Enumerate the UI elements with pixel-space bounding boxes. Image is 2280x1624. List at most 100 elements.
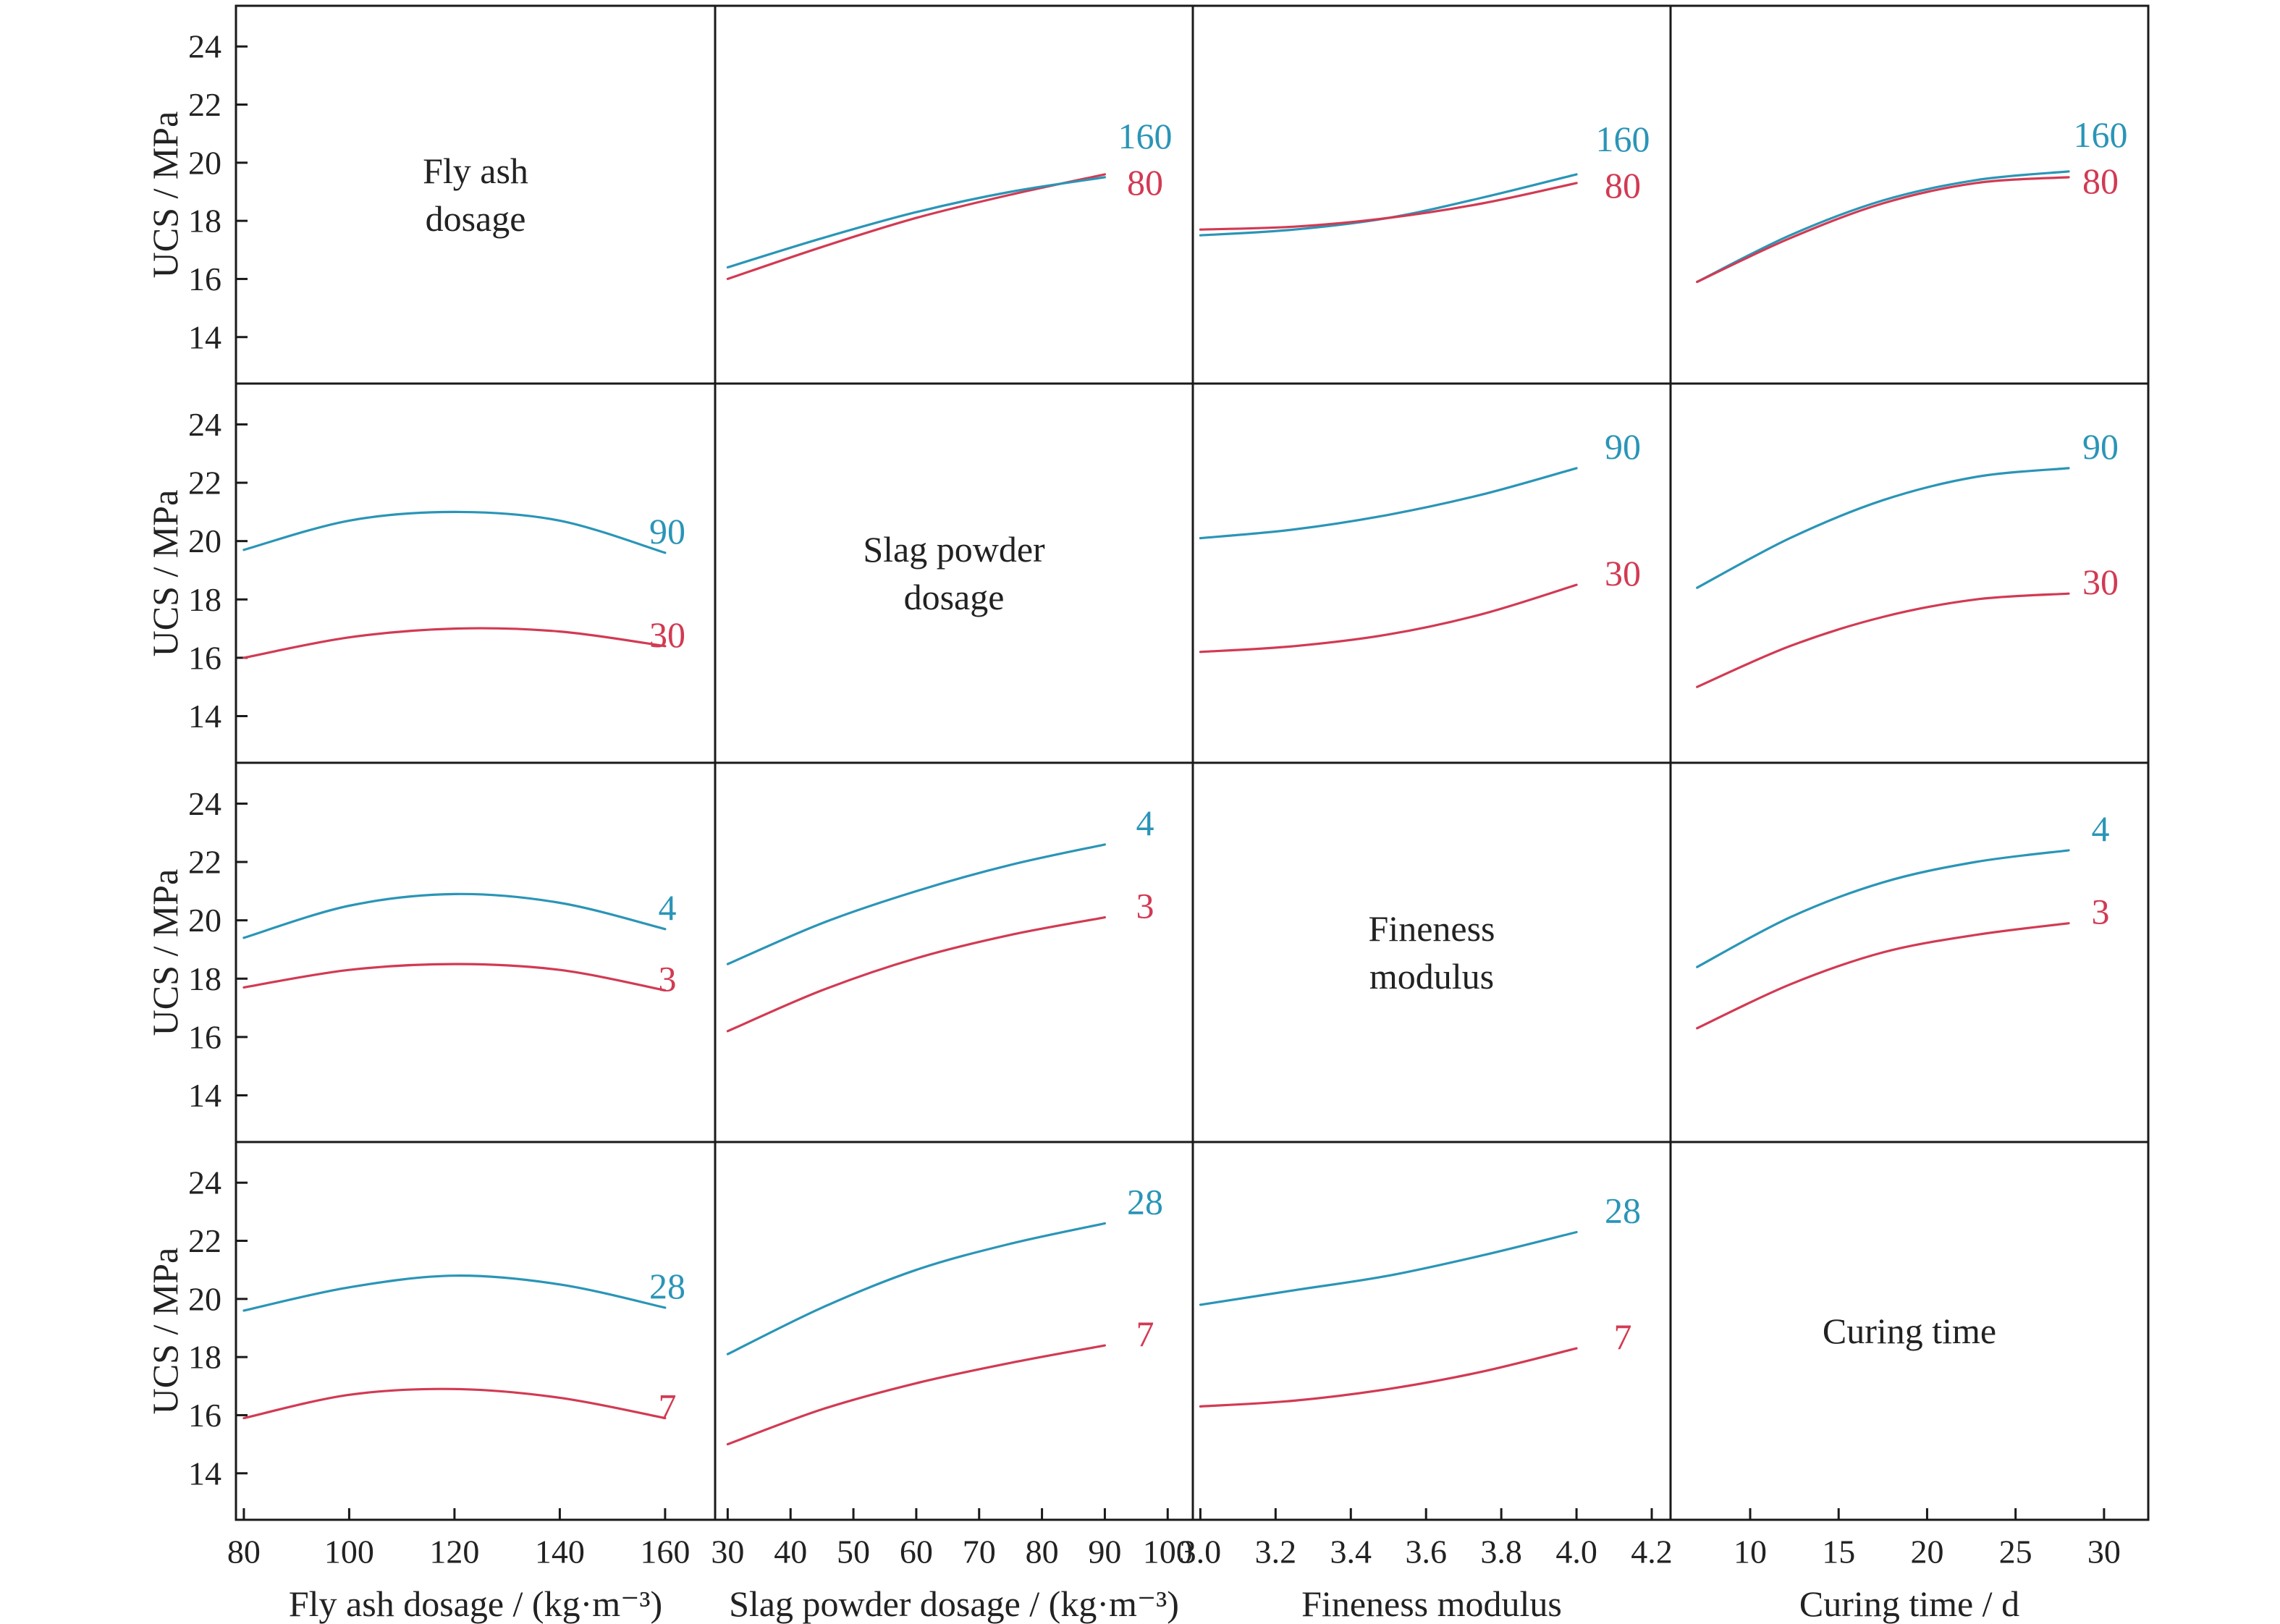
x-tick-label: 60 xyxy=(900,1534,933,1570)
series-line-30 xyxy=(1199,583,1578,654)
y-tick-label: 14 xyxy=(188,1077,221,1114)
series-line-28 xyxy=(1199,1230,1578,1306)
x-tick-label: 140 xyxy=(535,1534,585,1570)
series-label-3: 3 xyxy=(2092,892,2110,932)
x-axis-label: Fly ash dosage / (kg·m⁻³) xyxy=(289,1583,662,1624)
x-tick-label: 80 xyxy=(1026,1534,1059,1570)
factor-title: dosage xyxy=(904,577,1005,617)
series-label-7: 7 xyxy=(1136,1314,1154,1354)
series-line-7 xyxy=(726,1344,1106,1446)
series-line-3 xyxy=(726,916,1106,1033)
y-tick-label: 16 xyxy=(188,1397,221,1434)
x-tick-label: 3.4 xyxy=(1330,1534,1372,1570)
y-tick-label: 22 xyxy=(188,86,221,123)
x-tick-label: 4.0 xyxy=(1555,1534,1597,1570)
series-label-90: 90 xyxy=(2082,426,2119,467)
x-tick-label: 80 xyxy=(227,1534,261,1570)
x-tick-label: 10 xyxy=(1734,1534,1767,1570)
series-label-4: 4 xyxy=(2092,808,2110,849)
series-label-7: 7 xyxy=(1614,1316,1632,1357)
series-label-3: 3 xyxy=(659,958,677,999)
series-line-160 xyxy=(1696,170,2070,284)
series-label-28: 28 xyxy=(649,1266,685,1306)
x-tick-label: 3.8 xyxy=(1480,1534,1522,1570)
x-tick-label: 160 xyxy=(640,1534,690,1570)
x-axis-label: Curing time / d xyxy=(1799,1583,2019,1624)
series-label-30: 30 xyxy=(1605,553,1641,593)
y-tick-label: 20 xyxy=(188,902,221,939)
series-line-3 xyxy=(242,963,667,991)
series-label-7: 7 xyxy=(659,1386,677,1426)
series-label-28: 28 xyxy=(1127,1181,1163,1222)
y-tick-label: 20 xyxy=(188,523,221,559)
y-tick-label: 18 xyxy=(188,960,221,997)
y-tick-label: 20 xyxy=(188,1280,221,1317)
series-label-160: 160 xyxy=(2074,114,2128,155)
series-label-3: 3 xyxy=(1136,886,1154,926)
series-label-30: 30 xyxy=(649,614,685,655)
y-tick-label: 18 xyxy=(188,1339,221,1376)
factor-title: dosage xyxy=(426,198,526,239)
y-tick-label: 16 xyxy=(188,1018,221,1055)
series-line-30 xyxy=(242,627,667,659)
x-tick-label: 100 xyxy=(324,1534,374,1570)
factor-title: Curing time xyxy=(1823,1311,1996,1351)
y-tick-label: 24 xyxy=(188,406,221,443)
y-tick-label: 22 xyxy=(188,465,221,502)
y-axis-label: UCS / MPa xyxy=(145,490,185,657)
y-axis-label: UCS / MPa xyxy=(145,1248,185,1415)
series-line-7 xyxy=(1199,1347,1578,1408)
y-tick-label: 16 xyxy=(188,639,221,676)
x-tick-label: 30 xyxy=(2087,1534,2121,1570)
series-label-90: 90 xyxy=(649,511,685,551)
series-line-90 xyxy=(242,510,667,554)
series-label-80: 80 xyxy=(1605,165,1641,206)
y-axis-label: UCS / MPa xyxy=(145,869,185,1036)
y-tick-label: 22 xyxy=(188,844,221,881)
x-tick-label: 20 xyxy=(1910,1534,1943,1570)
series-line-80 xyxy=(1696,176,2070,284)
series-line-4 xyxy=(726,843,1106,965)
y-tick-label: 20 xyxy=(188,144,221,181)
y-tick-label: 18 xyxy=(188,203,221,240)
x-axis-label: Fineness modulus xyxy=(1301,1583,1562,1624)
x-tick-label: 100 xyxy=(1143,1534,1193,1570)
y-tick-label: 24 xyxy=(188,28,221,65)
series-label-160: 160 xyxy=(1118,116,1173,156)
y-tick-label: 24 xyxy=(188,785,221,822)
series-line-3 xyxy=(1696,922,2070,1030)
y-tick-label: 22 xyxy=(188,1222,221,1259)
factor-title: modulus xyxy=(1369,956,1494,997)
x-tick-label: 25 xyxy=(1999,1534,2032,1570)
x-tick-label: 3.0 xyxy=(1180,1534,1222,1570)
x-axis-label: Slag powder dosage / (kg·m⁻³) xyxy=(729,1583,1179,1624)
series-label-160: 160 xyxy=(1596,119,1650,159)
text-layer: 14 16 18 20 22 24 UCS / MPa 14 16 18 20 22 24 UCS / M… xyxy=(145,28,2128,1624)
series-line-80 xyxy=(1199,182,1578,231)
series-line-90 xyxy=(1696,467,2070,589)
x-tick-label: 3.6 xyxy=(1405,1534,1447,1570)
x-tick-label: 90 xyxy=(1088,1534,1121,1570)
x-tick-label: 120 xyxy=(429,1534,479,1570)
x-tick-label: 70 xyxy=(963,1534,996,1570)
factor-title: Slag powder xyxy=(863,529,1045,570)
series-line-28 xyxy=(726,1222,1106,1356)
factor-title: Fineness xyxy=(1369,908,1495,949)
series-label-30: 30 xyxy=(2082,562,2119,602)
y-tick-label: 18 xyxy=(188,581,221,618)
series-line-4 xyxy=(242,892,667,939)
series-line-160 xyxy=(1199,173,1578,237)
series-line-28 xyxy=(242,1274,667,1312)
x-tick-label: 40 xyxy=(774,1534,807,1570)
x-tick-label: 30 xyxy=(711,1534,744,1570)
series-line-30 xyxy=(1696,592,2070,688)
x-tick-label: 3.2 xyxy=(1255,1534,1297,1570)
series-line-80 xyxy=(726,173,1106,280)
x-tick-label: 50 xyxy=(837,1534,870,1570)
series-label-90: 90 xyxy=(1605,426,1641,467)
y-tick-label: 14 xyxy=(188,698,221,735)
series-line-4 xyxy=(1696,849,2070,968)
series-label-28: 28 xyxy=(1605,1190,1641,1230)
series-label-80: 80 xyxy=(1127,162,1163,203)
